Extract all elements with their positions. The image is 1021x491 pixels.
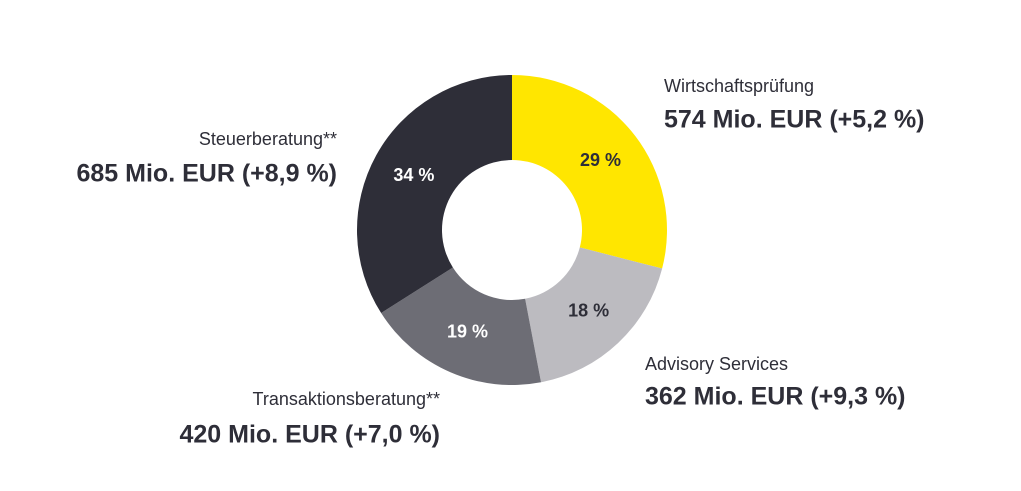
slice-label: 34 % <box>393 165 434 185</box>
category-label: Advisory Services <box>645 354 788 374</box>
category-detail: 574 Mio. EUR (+5,2 %) <box>664 106 925 134</box>
category-label: Transaktionsberatung** <box>253 389 440 409</box>
slice-label: 18 % <box>568 300 609 320</box>
slice <box>357 75 512 314</box>
category-detail: 420 Mio. EUR (+7,0 %) <box>180 421 441 449</box>
slice-label: 19 % <box>447 322 488 342</box>
slice-label: 29 % <box>580 150 621 170</box>
category-detail: 685 Mio. EUR (+8,9 %) <box>77 160 338 188</box>
category-label: Wirtschaftsprüfung <box>664 76 814 96</box>
category-label: Steuerberatung** <box>199 129 337 149</box>
category-detail: 362 Mio. EUR (+9,3 %) <box>645 383 906 411</box>
slice <box>381 267 542 386</box>
slice <box>512 75 667 269</box>
slice <box>525 247 663 383</box>
